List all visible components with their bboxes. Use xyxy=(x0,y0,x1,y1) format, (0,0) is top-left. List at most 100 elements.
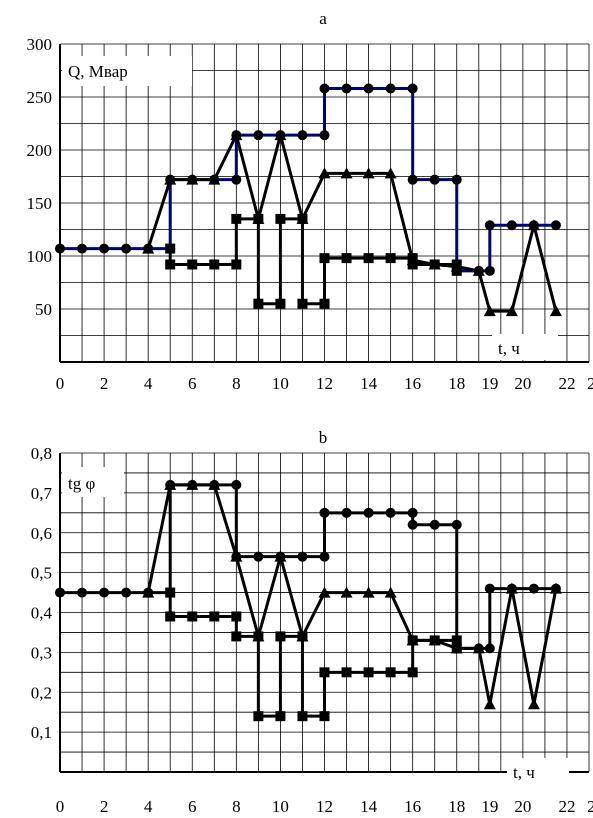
data-point xyxy=(275,711,286,722)
data-point xyxy=(429,519,440,530)
data-point xyxy=(429,174,440,185)
data-point xyxy=(275,631,286,642)
x-tick-label: 20 xyxy=(514,797,531,816)
data-point xyxy=(483,305,496,317)
data-point xyxy=(341,253,352,264)
data-point xyxy=(384,586,397,598)
data-point xyxy=(165,243,176,254)
data-point xyxy=(483,698,496,710)
data-point xyxy=(472,642,485,654)
data-point xyxy=(187,611,198,622)
data-point xyxy=(297,551,308,562)
xlabel-box xyxy=(507,758,569,784)
data-point xyxy=(451,174,462,185)
x-tick-label: 12 xyxy=(316,797,333,816)
data-point xyxy=(297,298,308,309)
x-tick-label: 18 xyxy=(448,797,465,816)
data-point xyxy=(297,711,308,722)
ylabel-box xyxy=(62,56,192,86)
data-point xyxy=(121,587,132,598)
x-tick-label: 22 xyxy=(558,374,575,393)
x-tick-label: 16 xyxy=(404,374,421,393)
y-tick-label: 0,1 xyxy=(31,723,52,742)
data-point xyxy=(407,667,418,678)
data-point xyxy=(253,711,264,722)
data-point xyxy=(341,83,352,94)
y-tick-label: 0,2 xyxy=(31,683,52,702)
y-tick-label: 250 xyxy=(27,88,53,107)
data-point xyxy=(253,213,264,224)
ylabel-box xyxy=(62,467,124,497)
data-point xyxy=(362,167,375,179)
data-point xyxy=(407,635,418,646)
data-point xyxy=(319,130,330,141)
x-tick-label: 2 xyxy=(100,797,109,816)
data-point xyxy=(451,643,462,654)
x-tick-label: 2 xyxy=(100,374,109,393)
y-tick-label: 0,3 xyxy=(31,643,52,662)
data-point xyxy=(319,507,330,518)
y-tick-label: 200 xyxy=(27,141,53,160)
data-point xyxy=(407,519,418,530)
x-tick-label: 4 xyxy=(144,797,153,816)
data-point xyxy=(484,265,495,276)
data-point xyxy=(407,253,418,264)
data-point xyxy=(318,586,331,598)
x-tick-label: 14 xyxy=(360,797,378,816)
data-point xyxy=(231,631,242,642)
data-point xyxy=(385,507,396,518)
data-point xyxy=(506,220,517,231)
data-point xyxy=(429,259,440,270)
data-point xyxy=(484,220,495,231)
x-tick-label: 6 xyxy=(188,797,197,816)
y-axis-label: Q, Мвар xyxy=(68,62,128,81)
y-axis-label: tg φ xyxy=(68,474,95,493)
data-point xyxy=(407,507,418,518)
data-point xyxy=(297,213,308,224)
data-point xyxy=(549,582,562,594)
data-point xyxy=(55,243,65,254)
data-point xyxy=(319,711,330,722)
data-point xyxy=(484,583,495,594)
xlabel-box xyxy=(492,334,558,360)
data-point xyxy=(187,259,198,270)
data-point xyxy=(385,83,396,94)
data-point xyxy=(385,667,396,678)
y-tick-label: 0,5 xyxy=(31,564,52,583)
data-point xyxy=(142,586,155,598)
data-point xyxy=(186,173,199,185)
data-point xyxy=(340,586,353,598)
data-point xyxy=(484,643,495,654)
y-tick-label: 50 xyxy=(35,300,52,319)
data-point xyxy=(209,611,220,622)
x-tick-label: 6 xyxy=(188,374,197,393)
data-point xyxy=(407,83,418,94)
data-point xyxy=(253,130,264,141)
y-tick-label: 300 xyxy=(27,35,53,54)
series-triangle xyxy=(142,129,562,317)
series-square xyxy=(165,587,462,722)
data-point xyxy=(164,478,177,490)
x-tick-label: 19 xyxy=(481,374,498,393)
data-point xyxy=(164,173,177,185)
data-point xyxy=(186,478,199,490)
data-point xyxy=(297,631,308,642)
data-point xyxy=(77,243,88,254)
data-point xyxy=(527,219,540,231)
data-point xyxy=(505,582,518,594)
data-point xyxy=(253,631,264,642)
x-axis-label: t, ч xyxy=(513,763,535,782)
data-point xyxy=(142,242,155,254)
x-tick-label: 18 xyxy=(448,374,465,393)
data-point xyxy=(451,265,462,276)
x-axis-label: t, ч xyxy=(498,339,520,358)
data-point xyxy=(121,243,132,254)
data-point xyxy=(340,167,353,179)
data-point xyxy=(407,259,418,270)
data-point xyxy=(274,129,287,141)
data-point xyxy=(274,550,287,562)
data-point xyxy=(363,253,374,264)
data-point xyxy=(319,253,330,264)
chart-b: 0,10,20,30,40,50,60,70,80 2 4 6 8 10 12 14 16 18 1… xyxy=(31,428,593,816)
